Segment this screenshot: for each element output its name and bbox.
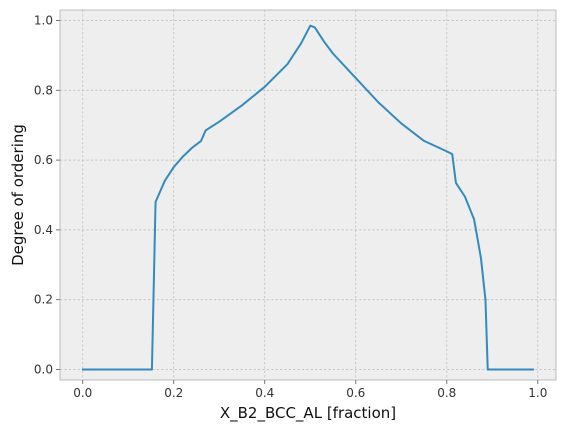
x-tick-label: 0.6 [346,386,365,400]
y-tick-label: 1.0 [34,13,53,27]
x-tick-label: 1.0 [528,386,547,400]
plot-area-frame [59,9,557,381]
y-tick-label: 0.0 [34,363,53,377]
plot-area-background [60,10,556,380]
grid-lines [60,10,556,380]
x-tick-label: 0.0 [73,386,92,400]
y-tick-label: 0.6 [34,153,53,167]
axis-ticks: 0.0 0.2 0.4 0.6 0.8 1.0 0.0 0.2 0.4 0.6 0.8 1.0 [34,13,547,400]
x-axis-label: X_B2_BCC_AL [fraction] [220,404,396,423]
y-tick-label: 0.8 [34,83,53,97]
y-tick-label: 0.2 [34,293,53,307]
y-axis-label: Degree of ordering [9,124,27,266]
series-layer [81,24,535,371]
x-tick-label: 0.2 [164,386,183,400]
x-tick-label: 0.4 [255,386,274,400]
series-line [81,24,535,371]
y-tick-label: 0.4 [34,223,53,237]
x-tick-label: 0.8 [437,386,456,400]
